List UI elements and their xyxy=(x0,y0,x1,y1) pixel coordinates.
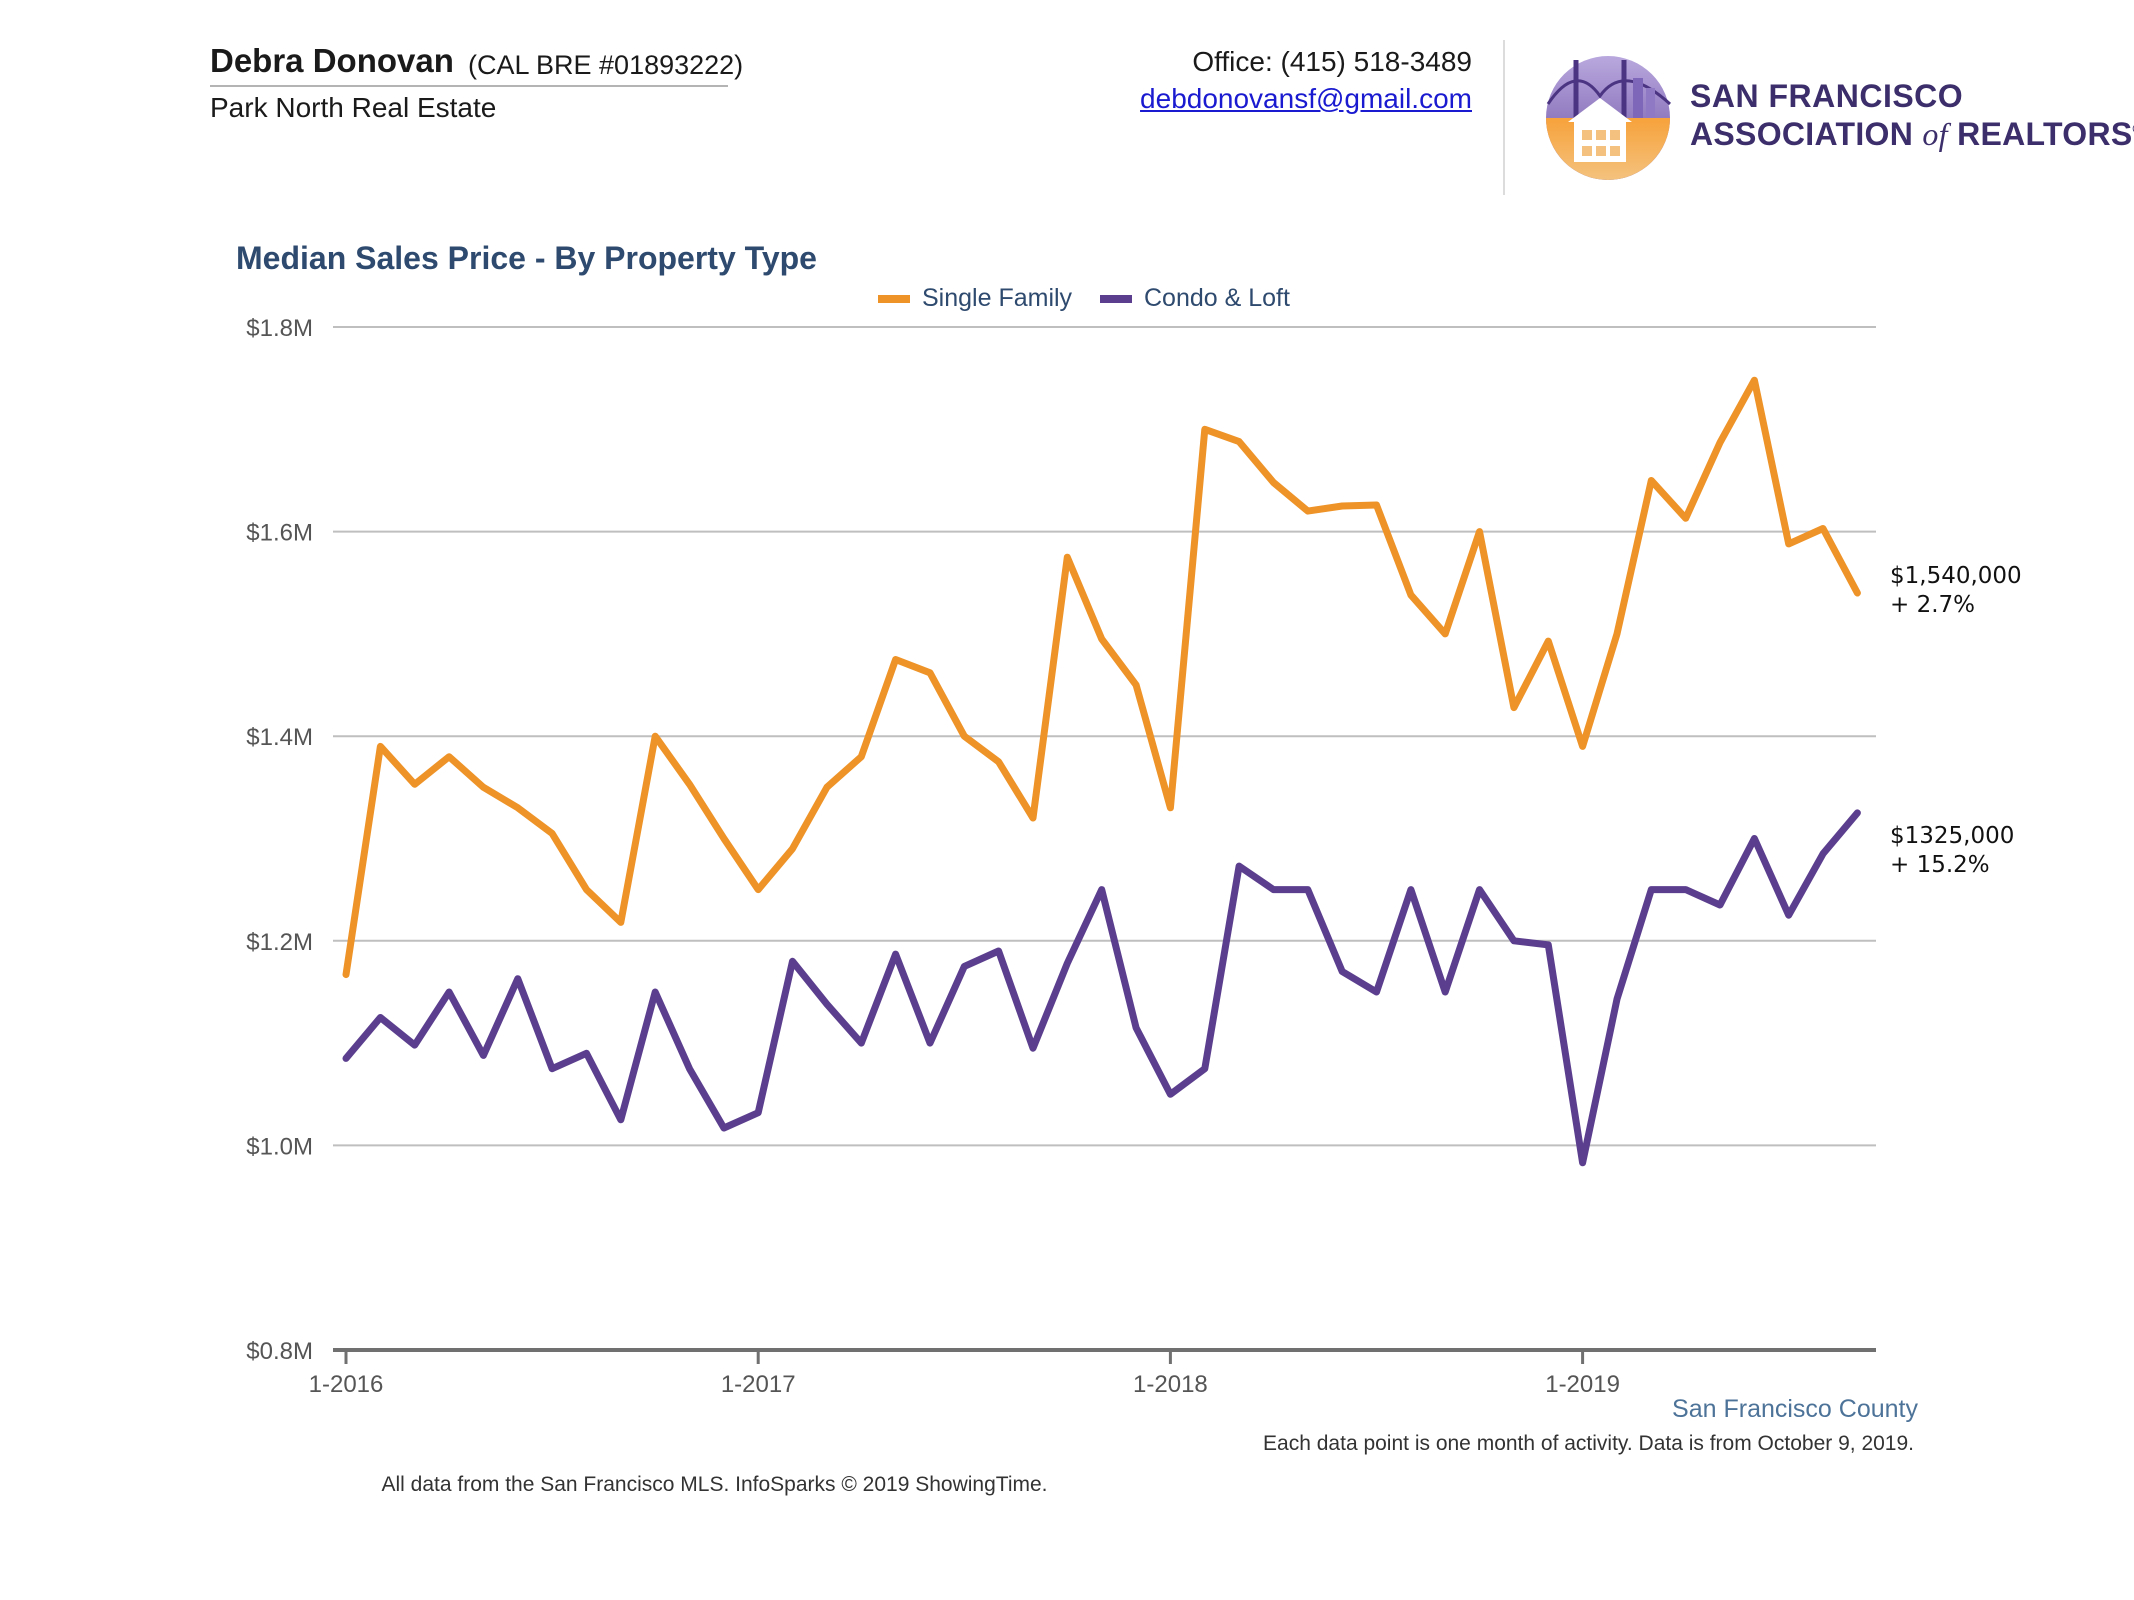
end-value-single-family: $1,540,000 xyxy=(1890,563,2022,589)
logo-word-of: of xyxy=(1922,116,1948,152)
x-tick-label: 1-2018 xyxy=(1133,1371,1208,1398)
agent-name: Debra Donovan xyxy=(210,42,454,79)
y-tick-label: $1.8M xyxy=(246,315,313,342)
y-tick-label: $0.8M xyxy=(246,1338,313,1365)
end-change-condo-loft: + 15.2% xyxy=(1890,852,1990,878)
logo-word-realtors: REALTORS xyxy=(1957,116,2133,152)
sfar-logo-icon xyxy=(1546,56,1672,180)
x-tick-label: 1-2019 xyxy=(1545,1371,1620,1398)
agent-company: Park North Real Estate xyxy=(210,92,497,123)
legend-swatch-single-family xyxy=(878,294,910,303)
email-link[interactable]: debdonovansf@gmail.com xyxy=(1140,83,1472,114)
chart-title: Median Sales Price - By Property Type xyxy=(236,240,817,276)
logo-word-association: ASSOCIATION xyxy=(1690,116,1914,152)
logo-registered: ® xyxy=(2133,120,2134,136)
x-tick-label: 1-2017 xyxy=(721,1371,796,1398)
y-tick-label: $1.4M xyxy=(246,724,313,751)
report-header: Debra Donovan (CAL BRE #01893222) Park N… xyxy=(0,0,2134,210)
y-tick-label: $1.2M xyxy=(246,929,313,956)
end-label-condo-loft: $1325,000 + 15.2% xyxy=(1890,822,2014,880)
legend-item-single-family: Single Family xyxy=(878,284,1072,313)
logo-line-1: SAN FRANCISCO xyxy=(1690,78,1964,114)
legend-swatch-condo-loft xyxy=(1100,294,1132,303)
office-phone: Office: (415) 518-3489 xyxy=(1192,46,1472,77)
county-label: San Francisco County xyxy=(1672,1395,1918,1423)
y-tick-label: $1.6M xyxy=(246,520,313,547)
series-line-condo-loft xyxy=(342,809,1861,1167)
legend-item-condo-loft: Condo & Loft xyxy=(1100,284,1290,313)
header-divider xyxy=(1503,40,1505,195)
data-note: Each data point is one month of activity… xyxy=(1263,1432,1914,1455)
logo-line-2: ASSOCIATION of REALTORS® xyxy=(1690,116,2134,153)
x-tick-label: 1-2016 xyxy=(309,1371,384,1398)
source-note: All data from the San Francisco MLS. Inf… xyxy=(381,1473,1048,1496)
end-label-single-family: $1,540,000 + 2.7% xyxy=(1890,562,2022,620)
end-value-condo-loft: $1325,000 xyxy=(1890,823,2015,849)
legend-label-single-family: Single Family xyxy=(922,284,1073,312)
end-change-single-family: + 2.7% xyxy=(1890,592,1976,618)
agent-divider xyxy=(210,85,728,87)
y-tick-label: $1.0M xyxy=(246,1133,313,1160)
agent-license: (CAL BRE #01893222) xyxy=(468,50,744,80)
series-line-single-family xyxy=(342,376,1861,979)
legend-label-condo-loft: Condo & Loft xyxy=(1144,284,1290,312)
